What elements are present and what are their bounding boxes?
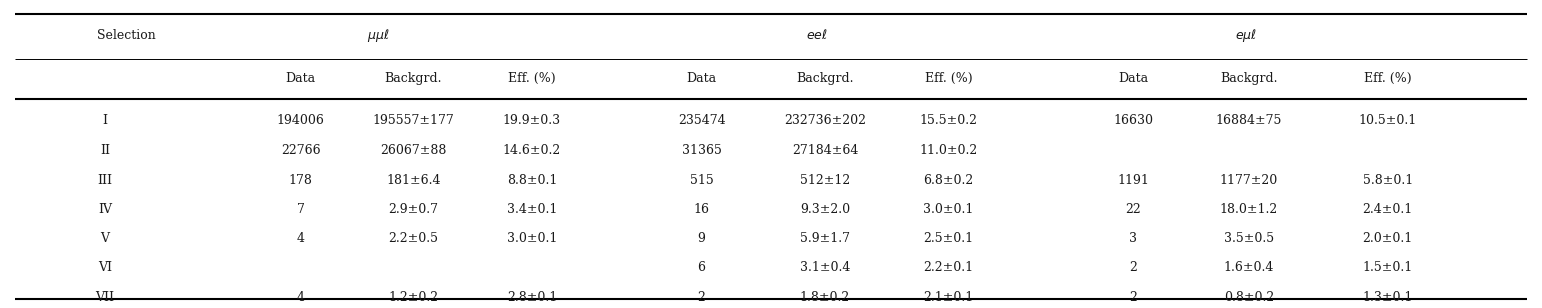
Text: Eff. (%): Eff. (%) [509,72,555,85]
Text: 5.8±0.1: 5.8±0.1 [1363,174,1412,187]
Text: 3: 3 [1129,232,1138,245]
Text: 1.3±0.1: 1.3±0.1 [1363,291,1412,304]
Text: 16630: 16630 [1113,114,1153,127]
Text: 9: 9 [697,232,706,245]
Text: 3.1±0.4: 3.1±0.4 [800,261,850,274]
Text: 2.5±0.1: 2.5±0.1 [924,232,973,245]
Text: 235474: 235474 [678,114,725,127]
Text: 194006: 194006 [276,114,325,127]
Text: 3.5±0.5: 3.5±0.5 [1224,232,1274,245]
Text: 2.2±0.1: 2.2±0.1 [924,261,973,274]
Text: 1.6±0.4: 1.6±0.4 [1224,261,1274,274]
Text: 178: 178 [288,174,313,187]
Text: 15.5±0.2: 15.5±0.2 [919,114,978,127]
Text: VI: VI [97,261,113,274]
Text: 2: 2 [697,291,706,304]
Text: 27184±64: 27184±64 [791,144,859,157]
Text: 2: 2 [1129,291,1138,304]
Text: 181±6.4: 181±6.4 [386,174,441,187]
Text: $e\mu\ell$: $e\mu\ell$ [1235,27,1257,44]
Text: Selection: Selection [97,29,156,42]
Text: 22766: 22766 [281,144,321,157]
Text: 26067±88: 26067±88 [379,144,447,157]
Text: 19.9±0.3: 19.9±0.3 [503,114,561,127]
Text: I: I [102,114,108,127]
Text: 22: 22 [1126,203,1141,216]
Text: 2.4±0.1: 2.4±0.1 [1363,203,1412,216]
Text: 7: 7 [296,203,305,216]
Text: 1.8±0.2: 1.8±0.2 [800,291,850,304]
Text: Eff. (%): Eff. (%) [1365,72,1411,85]
Text: Backgrd.: Backgrd. [1220,72,1278,85]
Text: 3.0±0.1: 3.0±0.1 [924,203,973,216]
Text: 1191: 1191 [1118,174,1149,187]
Text: 10.5±0.1: 10.5±0.1 [1359,114,1417,127]
Text: Data: Data [1118,72,1149,85]
Text: 1.2±0.2: 1.2±0.2 [389,291,438,304]
Text: 4: 4 [296,232,305,245]
Text: 515: 515 [689,174,714,187]
Text: 2.8±0.1: 2.8±0.1 [507,291,557,304]
Text: 2.0±0.1: 2.0±0.1 [1363,232,1412,245]
Text: 11.0±0.2: 11.0±0.2 [919,144,978,157]
Text: 2: 2 [1129,261,1138,274]
Text: IV: IV [97,203,113,216]
Text: Backgrd.: Backgrd. [384,72,443,85]
Text: 6.8±0.2: 6.8±0.2 [924,174,973,187]
Text: 2.1±0.1: 2.1±0.1 [924,291,973,304]
Text: 2.9±0.7: 2.9±0.7 [389,203,438,216]
Text: 4: 4 [296,291,305,304]
Text: $\mu\mu\ell$: $\mu\mu\ell$ [367,27,389,44]
Text: 31365: 31365 [682,144,722,157]
Text: V: V [100,232,109,245]
Text: VII: VII [96,291,114,304]
Text: 18.0±1.2: 18.0±1.2 [1220,203,1278,216]
Text: 232736±202: 232736±202 [783,114,867,127]
Text: Data: Data [686,72,717,85]
Text: II: II [100,144,109,157]
Text: Backgrd.: Backgrd. [796,72,854,85]
Text: Eff. (%): Eff. (%) [925,72,971,85]
Text: 16884±75: 16884±75 [1215,114,1283,127]
Text: 195557±177: 195557±177 [372,114,455,127]
Text: 8.8±0.1: 8.8±0.1 [507,174,557,187]
Text: 3.4±0.1: 3.4±0.1 [507,203,557,216]
Text: III: III [97,174,113,187]
Text: 14.6±0.2: 14.6±0.2 [503,144,561,157]
Text: 512±12: 512±12 [800,174,850,187]
Text: $ee\ell$: $ee\ell$ [806,28,828,43]
Text: 1.5±0.1: 1.5±0.1 [1363,261,1412,274]
Text: 0.8±0.2: 0.8±0.2 [1224,291,1274,304]
Text: 5.9±1.7: 5.9±1.7 [800,232,850,245]
Text: Data: Data [285,72,316,85]
Text: 16: 16 [694,203,709,216]
Text: 3.0±0.1: 3.0±0.1 [507,232,557,245]
Text: 9.3±2.0: 9.3±2.0 [800,203,850,216]
Text: 1177±20: 1177±20 [1220,174,1278,187]
Text: 6: 6 [697,261,706,274]
Text: 2.2±0.5: 2.2±0.5 [389,232,438,245]
